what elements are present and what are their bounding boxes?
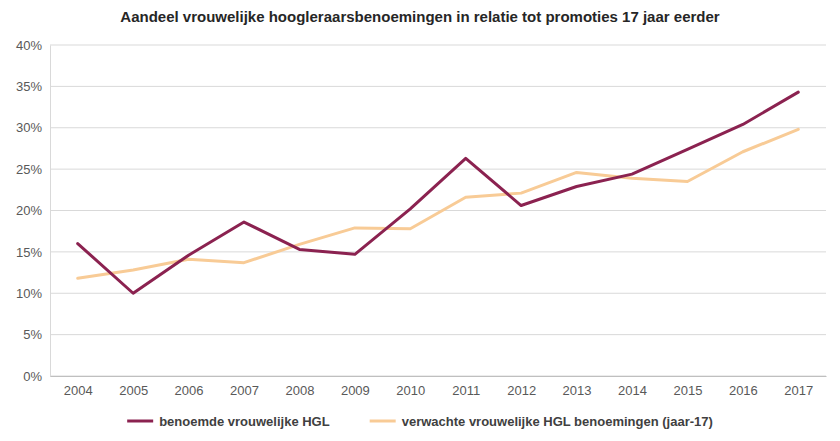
x-tick: 2007 (230, 376, 259, 398)
x-tick: 2016 (729, 376, 758, 398)
y-tick: 40% (16, 38, 50, 53)
y-tick-label: 0% (23, 369, 42, 384)
x-tick: 2005 (119, 376, 148, 398)
y-tick: 5% (23, 327, 50, 342)
x-tick: 2008 (285, 376, 314, 398)
legend-item: verwachte vrouwelijke HGL benoemingen (j… (370, 414, 713, 429)
title: Aandeel vrouwelijke hoogleraarsbenoeming… (120, 8, 720, 25)
legend: benoemde vrouwelijke HGL verwachte vrouwe… (127, 414, 713, 429)
x-tick-label: 2012 (507, 383, 536, 398)
y-tick: 35% (16, 79, 50, 94)
x-axis-line (51, 376, 827, 377)
legend-label: benoemde vrouwelijke HGL (159, 414, 330, 429)
y-axis: 0% 5% 10% 15% 20% 25% 30% 35% 40% (16, 38, 51, 384)
x-tick: 2009 (341, 376, 370, 398)
legend-label: verwachte vrouwelijke HGL benoemingen (j… (402, 414, 713, 429)
y-tick-label: 40% (16, 38, 42, 53)
legend-swatch (127, 420, 153, 423)
x-tick-label: 2006 (175, 383, 204, 398)
x-tick: 2010 (396, 376, 425, 398)
x-tick-label: 2016 (729, 383, 758, 398)
x-axis: 2004 2005 2006 2007 2008 2009 2010 2011 2012 2013… (51, 376, 827, 398)
x-tick-label: 2013 (563, 383, 592, 398)
grid (50, 45, 826, 376)
x-tick: 2014 (618, 376, 647, 398)
y-tick-label: 15% (16, 245, 42, 260)
x-tick-label: 2010 (396, 383, 425, 398)
x-tick-label: 2014 (618, 383, 647, 398)
x-tick: 2004 (64, 376, 93, 398)
y-tick-label: 10% (16, 286, 42, 301)
x-tick: 2013 (563, 376, 592, 398)
x-tick-label: 2004 (64, 383, 93, 398)
lines (78, 92, 799, 293)
chart: Aandeel vrouwelijke hoogleraarsbenoeming… (0, 0, 840, 441)
y-tick: 0% (23, 369, 50, 384)
y-tick-label: 25% (16, 162, 42, 177)
grid-line (50, 210, 826, 211)
grid-line (50, 376, 826, 377)
y-axis-line (50, 46, 51, 377)
x-tick-label: 2011 (452, 383, 480, 398)
legend-swatch (370, 420, 396, 423)
grid-line (50, 334, 826, 335)
y-tick: 10% (16, 286, 50, 301)
grid-line (50, 127, 826, 128)
y-tick-label: 5% (23, 327, 42, 342)
x-tick-label: 2017 (784, 383, 813, 398)
x-tick: 2015 (673, 376, 702, 398)
y-tick-label: 35% (16, 79, 42, 94)
x-tick-label: 2008 (285, 383, 314, 398)
y-tick: 15% (16, 245, 50, 260)
x-tick: 2011 (452, 376, 480, 398)
y-tick-label: 30% (16, 120, 42, 135)
plot: 0%5%10%15%20%25%30%35%40%200420052006200… (16, 38, 827, 399)
x-tick: 2017 (784, 376, 813, 398)
grid-line (50, 251, 826, 252)
x-tick-label: 2005 (119, 383, 148, 398)
x-tick: 2012 (507, 376, 536, 398)
y-tick-label: 20% (16, 203, 42, 218)
grid-line (50, 293, 826, 294)
series-line (78, 92, 799, 293)
grid-line (50, 86, 826, 87)
x-tick-label: 2009 (341, 383, 370, 398)
x-tick-label: 2015 (673, 383, 702, 398)
y-tick: 25% (16, 162, 50, 177)
x-tick: 2006 (175, 376, 204, 398)
y-tick: 20% (16, 203, 50, 218)
legend-item: benoemde vrouwelijke HGL (127, 414, 330, 429)
y-tick: 30% (16, 120, 50, 135)
grid-line (50, 45, 826, 46)
x-tick-label: 2007 (230, 383, 259, 398)
